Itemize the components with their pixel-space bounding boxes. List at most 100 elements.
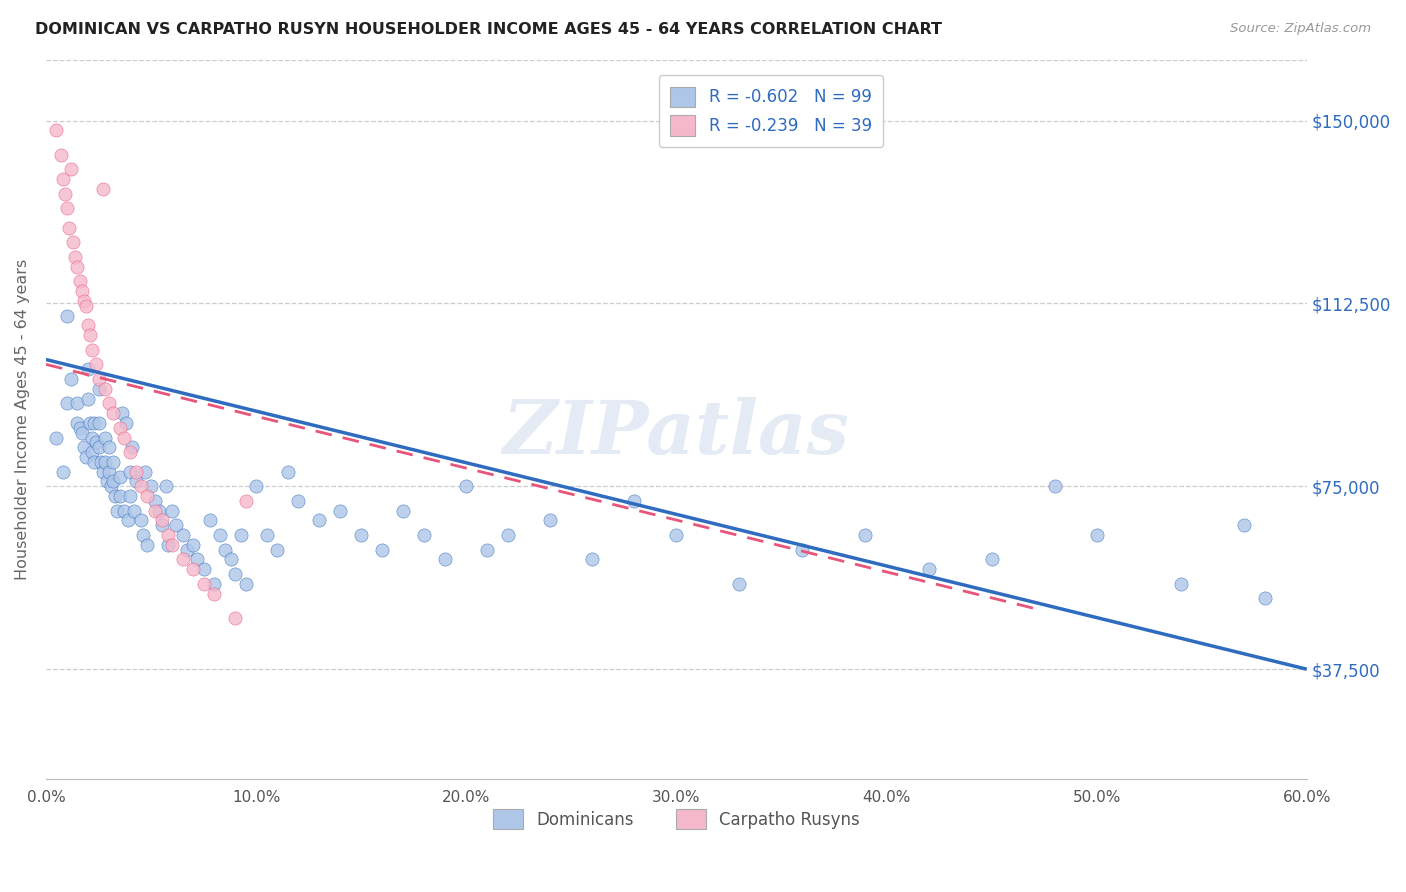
Point [108, 489, 131, 503]
Point [52, 172, 75, 186]
Point [176, 542, 198, 557]
Point [98, 465, 121, 479]
Point [134, 465, 156, 479]
Point [148, 504, 170, 518]
Point [287, 494, 309, 508]
Point [62, 235, 84, 250]
Point [224, 567, 246, 582]
Point [156, 528, 179, 542]
Point [186, 552, 208, 566]
Point [58, 220, 80, 235]
Point [60, 162, 83, 177]
Point [1085, 528, 1108, 542]
Point [202, 586, 225, 600]
Point [181, 538, 204, 552]
Point [129, 479, 152, 493]
Point [94, 431, 117, 445]
Point [139, 479, 162, 493]
Point [728, 577, 751, 591]
Point [90, 455, 112, 469]
Point [135, 489, 157, 503]
Point [87, 440, 110, 454]
Point [371, 542, 394, 557]
Point [980, 552, 1002, 566]
Point [56, 202, 79, 216]
Point [917, 562, 939, 576]
Point [235, 494, 257, 508]
Point [56, 396, 79, 410]
Point [98, 396, 121, 410]
Point [131, 528, 153, 542]
Point [1233, 518, 1256, 533]
Point [112, 504, 135, 518]
Point [79, 328, 101, 343]
Point [125, 465, 148, 479]
Point [129, 513, 152, 527]
Point [665, 528, 688, 542]
Point [100, 479, 122, 493]
Point [66, 416, 89, 430]
Point [198, 513, 221, 527]
Point [623, 494, 645, 508]
Point [69, 275, 91, 289]
Point [143, 494, 166, 508]
Point [91, 465, 114, 479]
Point [91, 182, 114, 196]
Point [66, 260, 89, 274]
Point [1254, 591, 1277, 606]
Point [108, 421, 131, 435]
Point [60, 372, 83, 386]
Point [477, 542, 499, 557]
Point [245, 479, 267, 493]
Point [792, 542, 814, 557]
Legend: Dominicans, Carpatho Rusyns: Dominicans, Carpatho Rusyns [486, 803, 866, 835]
Point [49, 147, 72, 161]
Point [118, 489, 141, 503]
Point [83, 455, 105, 469]
Point [45, 431, 67, 445]
Point [83, 416, 105, 430]
Point [103, 455, 125, 469]
Point [350, 528, 373, 542]
Point [82, 431, 104, 445]
Point [56, 309, 79, 323]
Point [202, 577, 225, 591]
Point [855, 528, 877, 542]
Point [165, 518, 187, 533]
Point [82, 445, 104, 459]
Point [538, 513, 561, 527]
Point [150, 513, 173, 527]
Point [266, 542, 288, 557]
Point [181, 562, 204, 576]
Point [118, 445, 141, 459]
Point [224, 611, 246, 625]
Text: DOMINICAN VS CARPATHO RUSYN HOUSEHOLDER INCOME AGES 45 - 64 YEARS CORRELATION CH: DOMINICAN VS CARPATHO RUSYN HOUSEHOLDER … [35, 22, 942, 37]
Y-axis label: Householder Income Ages 45 - 64 years: Householder Income Ages 45 - 64 years [15, 259, 30, 580]
Point [94, 455, 117, 469]
Point [434, 552, 457, 566]
Point [256, 528, 278, 542]
Point [104, 489, 127, 503]
Point [103, 406, 125, 420]
Point [1043, 479, 1066, 493]
Point [77, 318, 100, 333]
Point [79, 416, 101, 430]
Point [277, 465, 299, 479]
Point [107, 504, 129, 518]
Point [135, 538, 157, 552]
Point [155, 479, 177, 493]
Point [86, 435, 108, 450]
Point [231, 528, 253, 542]
Point [87, 372, 110, 386]
Point [94, 382, 117, 396]
Point [209, 528, 232, 542]
Point [1170, 577, 1192, 591]
Text: Source: ZipAtlas.com: Source: ZipAtlas.com [1230, 22, 1371, 36]
Point [118, 465, 141, 479]
Point [87, 382, 110, 396]
Point [125, 475, 148, 489]
Point [45, 123, 67, 137]
Point [112, 431, 135, 445]
Point [75, 299, 97, 313]
Text: ZIPatlas: ZIPatlas [503, 398, 849, 470]
